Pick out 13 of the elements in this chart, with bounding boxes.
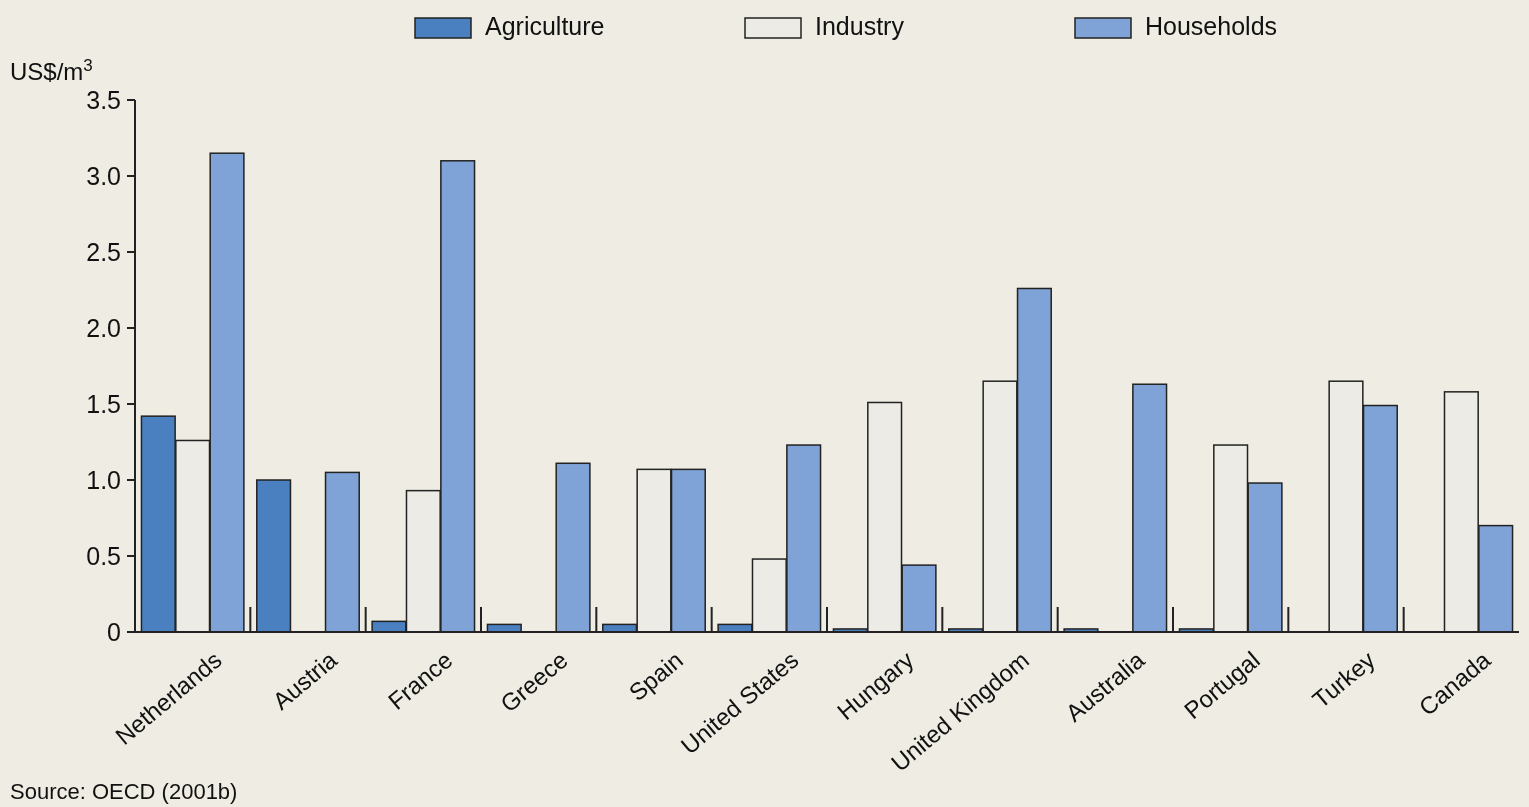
y-axis-title: US$/m$^{3}$ <box>10 55 93 85</box>
y-tick-label: 2.0 <box>86 313 121 342</box>
legend-label: Agriculture <box>485 12 605 40</box>
y-tick-label: 0 <box>107 617 121 646</box>
y-tick-label: 1.0 <box>86 465 121 494</box>
y-tick-label: 1.5 <box>86 389 121 418</box>
y-tick-label: 3.0 <box>86 161 121 190</box>
y-tick-label: 2.5 <box>86 237 121 266</box>
y-tick-label: 0.5 <box>86 541 121 570</box>
legend-label: Households <box>1145 12 1278 40</box>
legend-label: Industry <box>815 12 905 40</box>
y-tick-label: 3.5 <box>86 85 121 114</box>
source-note: Source: OECD (2001b) <box>10 779 238 804</box>
